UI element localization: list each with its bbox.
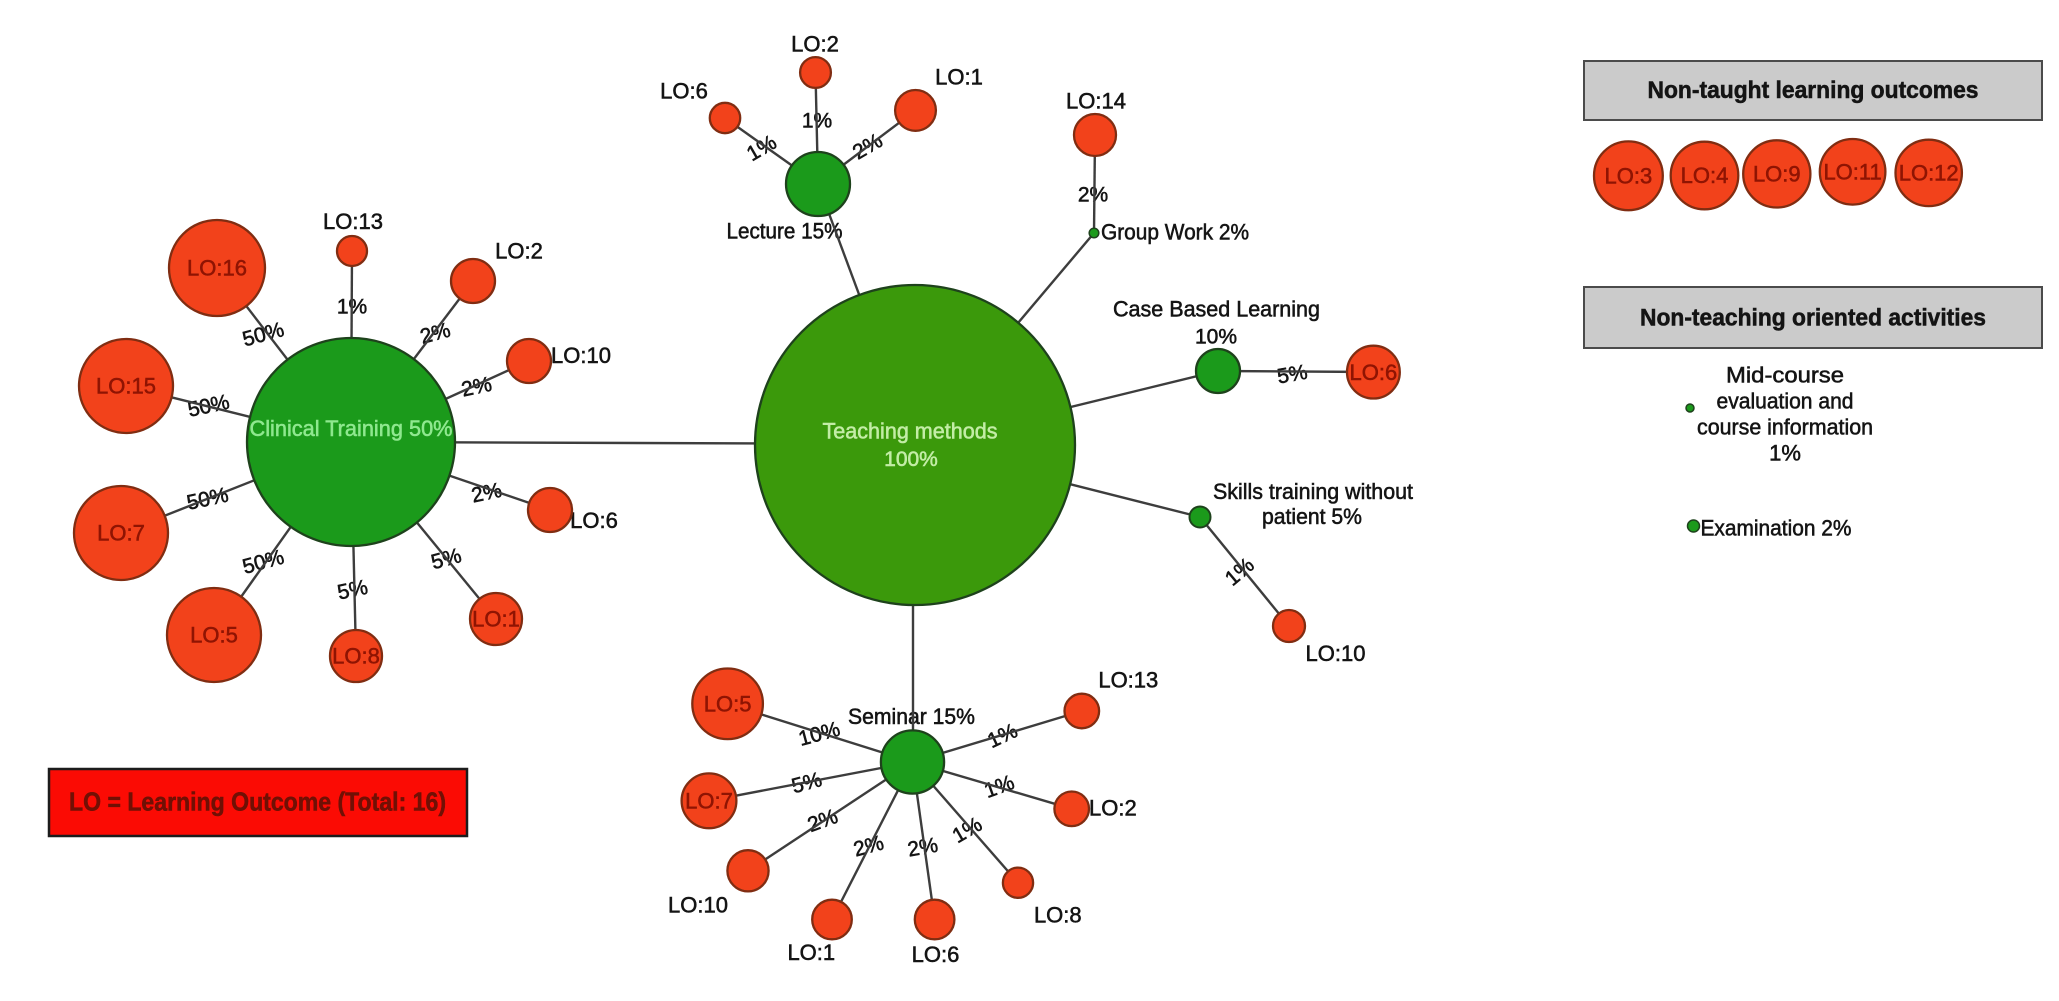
svg-text:LO = Learning Outcome (Total:: LO = Learning Outcome (Total: 16) xyxy=(69,787,446,817)
svg-text:LO:2: LO:2 xyxy=(1089,796,1137,821)
svg-text:Seminar 15%: Seminar 15% xyxy=(848,704,975,729)
svg-text:Case Based Learning: Case Based Learning xyxy=(1113,297,1320,322)
svg-text:Examination 2%: Examination 2% xyxy=(1701,516,1852,541)
svg-text:100%: 100% xyxy=(884,448,938,471)
svg-text:LO:8: LO:8 xyxy=(1034,902,1082,927)
svg-text:LO:14: LO:14 xyxy=(1066,89,1126,114)
svg-text:evaluation and: evaluation and xyxy=(1717,389,1854,414)
svg-text:course information: course information xyxy=(1697,415,1873,440)
svg-text:LO:6: LO:6 xyxy=(570,508,618,533)
svg-text:LO:15: LO:15 xyxy=(96,374,156,399)
svg-text:LO:11: LO:11 xyxy=(1823,160,1881,185)
svg-text:LO:6: LO:6 xyxy=(660,78,708,103)
svg-text:LO:1: LO:1 xyxy=(935,64,983,89)
svg-text:LO:3: LO:3 xyxy=(1605,164,1653,189)
svg-text:patient 5%: patient 5% xyxy=(1262,504,1362,529)
svg-text:Non-taught learning outcomes: Non-taught learning outcomes xyxy=(1648,77,1979,104)
svg-text:LO:1: LO:1 xyxy=(787,940,835,965)
svg-text:Clinical Training 50%: Clinical Training 50% xyxy=(250,416,453,441)
svg-text:LO:2: LO:2 xyxy=(495,239,543,264)
svg-text:LO:16: LO:16 xyxy=(187,256,247,281)
svg-text:LO:5: LO:5 xyxy=(704,692,752,717)
svg-text:Lecture 15%: Lecture 15% xyxy=(727,219,843,244)
svg-text:LO:7: LO:7 xyxy=(685,789,733,814)
svg-text:10%: 10% xyxy=(1195,326,1237,349)
svg-text:Mid-course: Mid-course xyxy=(1726,363,1844,388)
svg-text:LO:4: LO:4 xyxy=(1681,163,1729,188)
svg-text:Non-teaching oriented activiti: Non-teaching oriented activities xyxy=(1640,304,1986,331)
svg-text:5%: 5% xyxy=(1275,361,1309,389)
svg-text:LO:10: LO:10 xyxy=(1306,641,1366,666)
svg-text:LO:10: LO:10 xyxy=(551,343,611,368)
svg-text:LO:8: LO:8 xyxy=(332,644,380,669)
svg-text:LO:2: LO:2 xyxy=(791,32,839,57)
svg-text:LO:5: LO:5 xyxy=(190,623,238,648)
svg-text:LO:10: LO:10 xyxy=(668,893,728,918)
svg-text:2%: 2% xyxy=(1078,184,1108,207)
svg-text:LO:6: LO:6 xyxy=(912,942,960,967)
svg-text:Teaching methods: Teaching methods xyxy=(823,419,998,444)
svg-text:LO:6: LO:6 xyxy=(1350,360,1398,385)
svg-text:Group Work 2%: Group Work 2% xyxy=(1101,220,1249,245)
svg-text:LO:13: LO:13 xyxy=(323,209,383,234)
svg-text:LO:13: LO:13 xyxy=(1098,667,1158,692)
svg-text:LO:1: LO:1 xyxy=(472,607,520,632)
svg-text:LO:12: LO:12 xyxy=(1899,161,1959,186)
svg-text:LO:9: LO:9 xyxy=(1753,162,1801,187)
svg-text:Skills training without: Skills training without xyxy=(1213,479,1413,504)
svg-text:1%: 1% xyxy=(1769,441,1801,466)
svg-text:LO:7: LO:7 xyxy=(97,521,145,546)
